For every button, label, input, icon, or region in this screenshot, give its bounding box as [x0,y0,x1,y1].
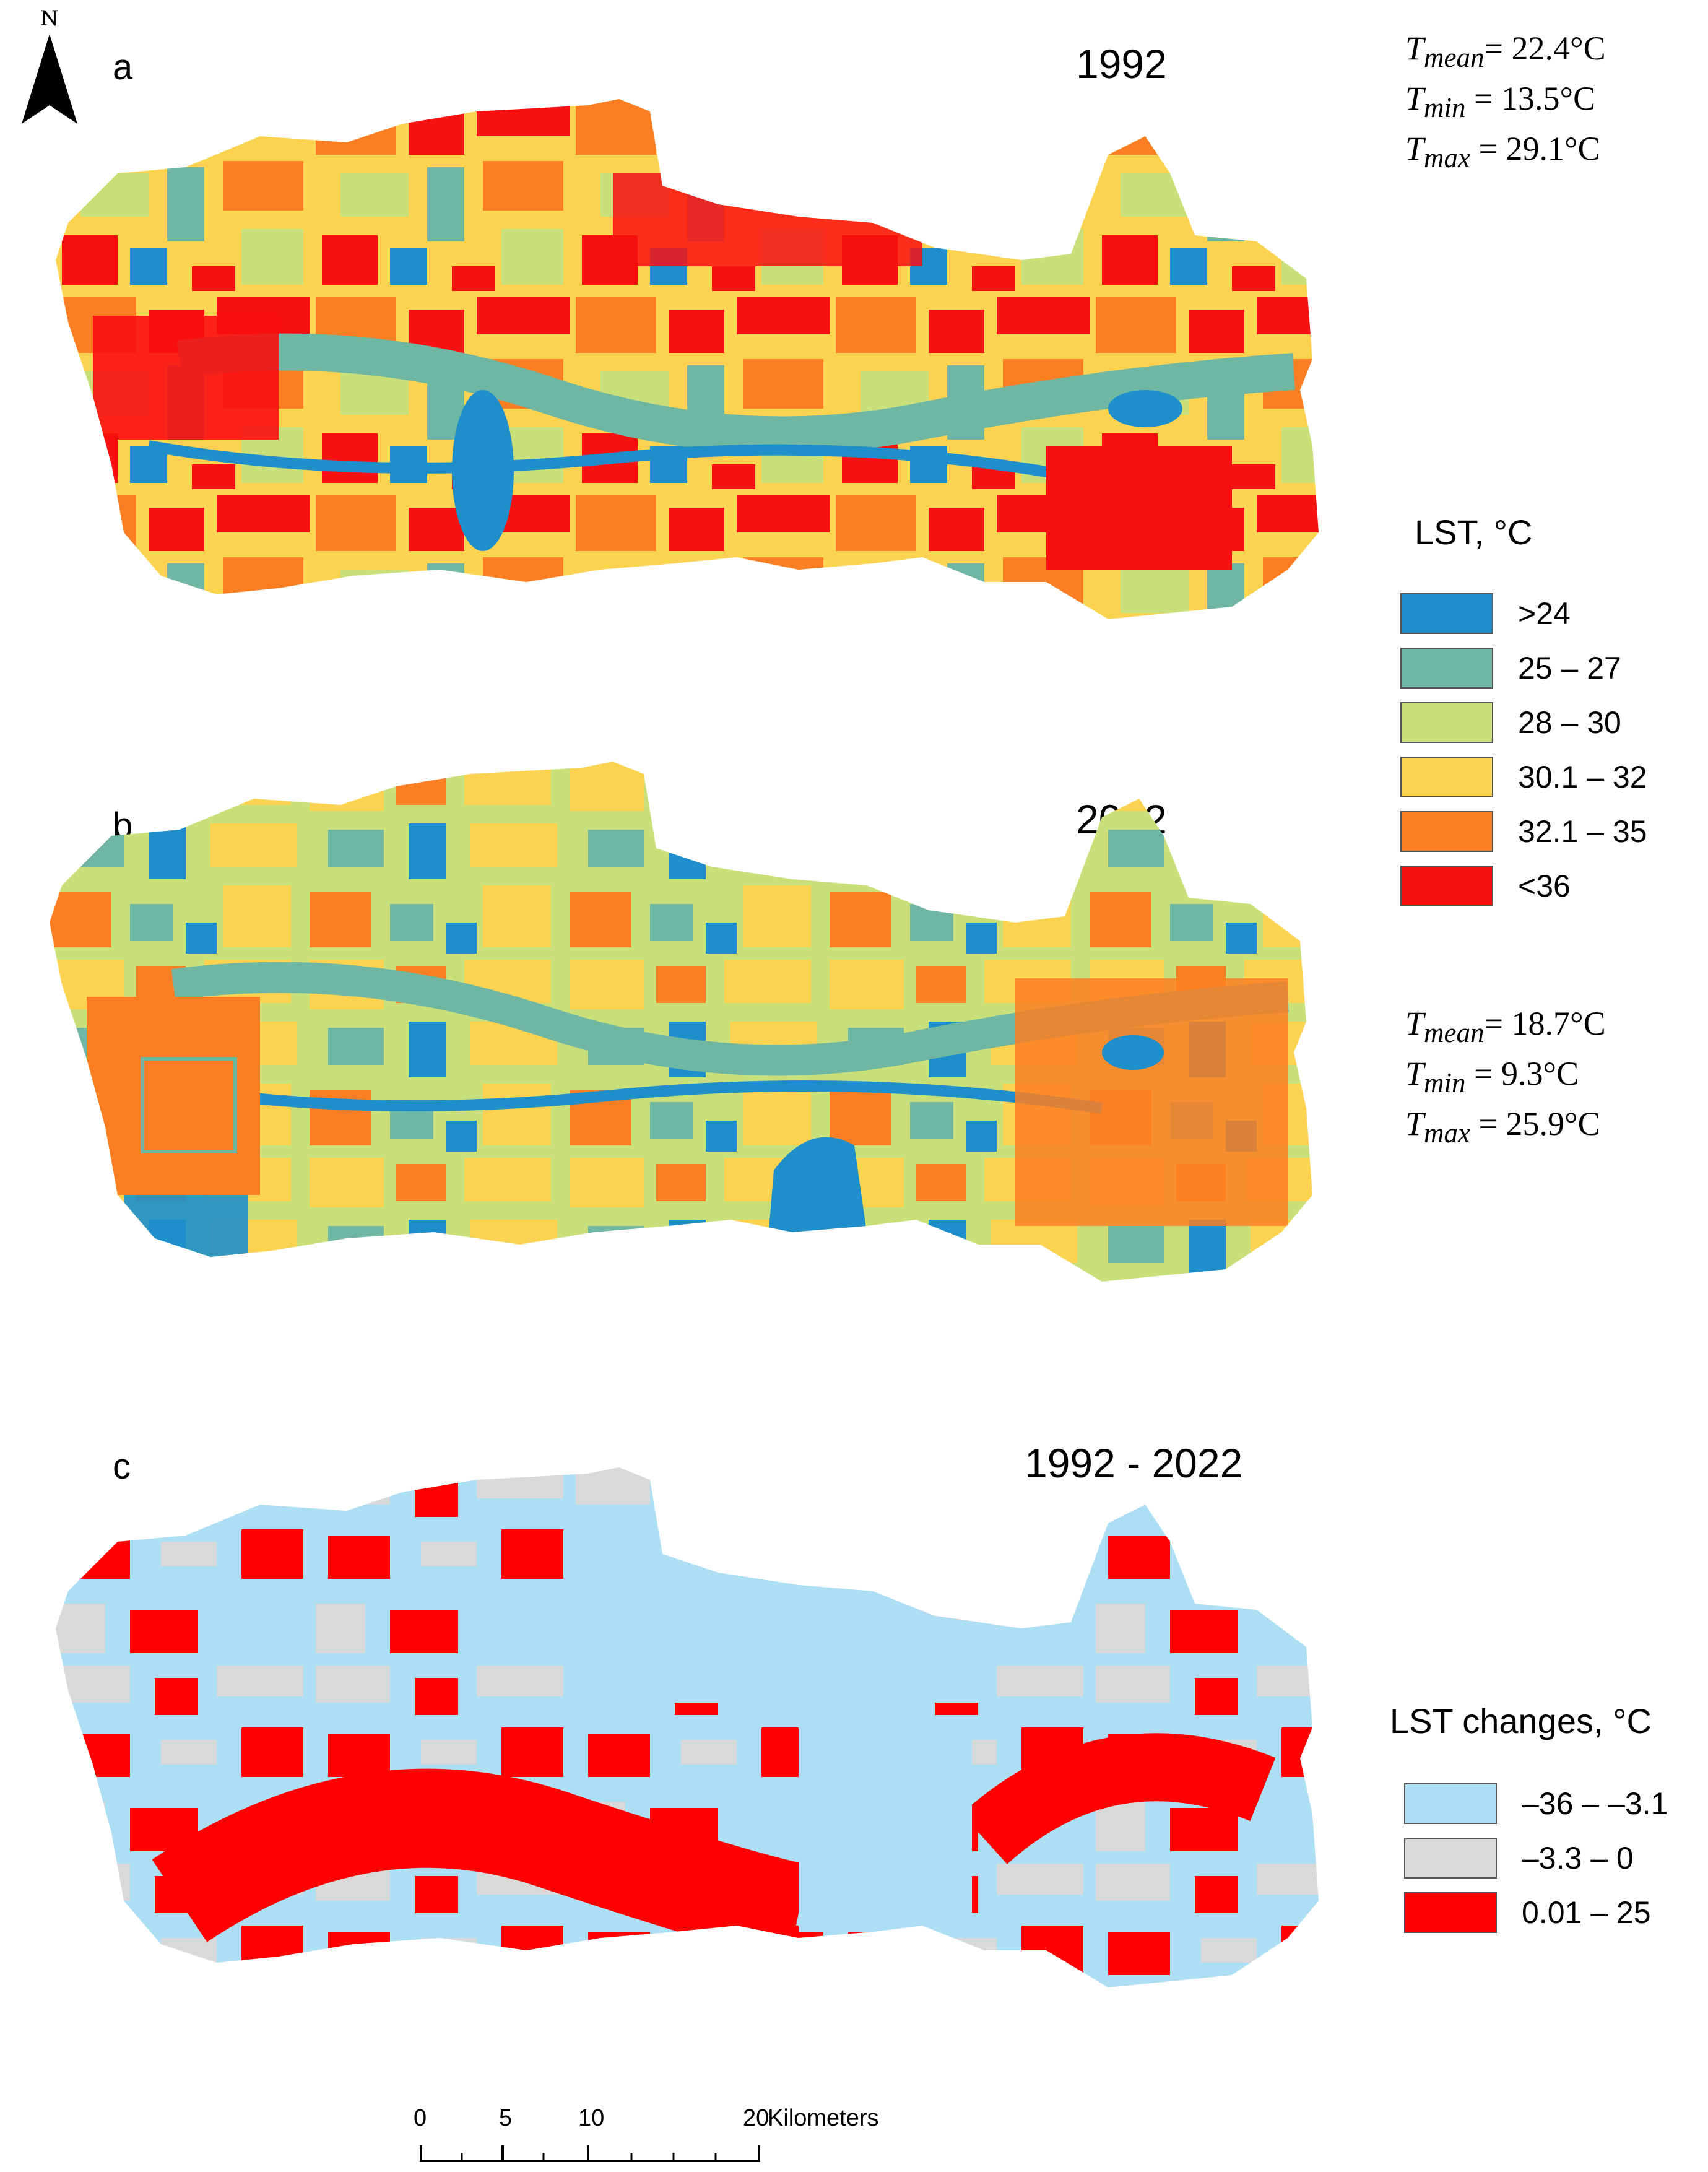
change-legend-title: LST changes, °C [1390,1701,1652,1740]
scale-unit: Kilometers [768,2105,879,2131]
panel-c-letter: c [113,1446,131,1487]
scale-bar-ruler [420,2145,760,2162]
lst-legend-item: 28 – 30 [1400,702,1621,743]
lst-legend-label: 28 – 30 [1518,705,1621,740]
scale-tick-label: 5 [499,2105,513,2131]
lst-legend-label: <36 [1518,869,1571,903]
lst-map-1992 [56,99,1319,619]
lst-legend-swatch [1400,866,1493,906]
stat-min: Tmin = 9.3°C [1405,1054,1579,1098]
lst-legend-item: >24 [1400,593,1571,634]
lst-legend-label: >24 [1518,596,1571,631]
north-label: N [40,6,59,31]
change-legend-item: –3.3 – 0 [1404,1838,1634,1879]
stat-min: Tmin = 13.5°C [1405,79,1596,123]
stat-max: Tmax = 25.9°C [1405,1105,1600,1149]
lst-legend-item: <36 [1400,866,1571,906]
lst-legend-label: 30.1 – 32 [1518,760,1647,794]
lst-legend-item: 25 – 27 [1400,648,1621,689]
panel-a-letter: a [113,47,133,87]
north-arrow-icon [22,34,77,124]
lst-legend-swatch [1400,593,1493,634]
lst-map-2022 [50,762,1312,1282]
panel-a-year: 1992 [1076,41,1167,87]
lst-legend-label: 25 – 27 [1518,651,1621,685]
scale-tick-label: 20 [743,2105,769,2131]
stat-max: Tmax = 29.1°C [1405,129,1600,173]
stats-1992: Tmean= 22.4°C Tmin = 13.5°C Tmax = 29.1°… [1405,28,1606,178]
change-legend-swatch [1404,1892,1497,1933]
north-arrow: N [22,6,77,124]
lst-legend-item: 30.1 – 32 [1400,757,1647,797]
lst-legend-title: LST, °C [1415,513,1533,552]
change-legend-label: –36 – –3.1 [1522,1786,1668,1821]
change-legend-item: 0.01 – 25 [1404,1892,1651,1933]
lst-legend-item: 32.1 – 35 [1400,811,1647,852]
lst-legend-swatch [1400,702,1493,743]
lst-legend-label: 32.1 – 35 [1518,814,1647,849]
lst-change-map [56,1467,1319,1987]
scale-tick-label: 10 [578,2105,605,2131]
lst-legend-swatch [1400,811,1493,852]
scale-tick-label: 0 [414,2105,427,2131]
stat-mean: Tmean= 18.7°C [1405,1005,1606,1048]
stats-2022: Tmean= 18.7°C Tmin = 9.3°C Tmax = 25.9°C [1405,1003,1606,1153]
panel-c-year: 1992 - 2022 [1025,1440,1243,1486]
change-legend-label: 0.01 – 25 [1522,1895,1651,1930]
change-legend-label: –3.3 – 0 [1522,1841,1634,1875]
scale-bar: 0 5 10 20 Kilometers [409,2105,879,2167]
change-legend-swatch [1404,1838,1497,1879]
change-legend-item: –36 – –3.1 [1404,1783,1668,1824]
lst-legend-swatch [1400,757,1493,797]
stat-mean: Tmean= 22.4°C [1405,30,1606,73]
change-legend-swatch [1404,1783,1497,1824]
lst-legend-swatch [1400,648,1493,689]
